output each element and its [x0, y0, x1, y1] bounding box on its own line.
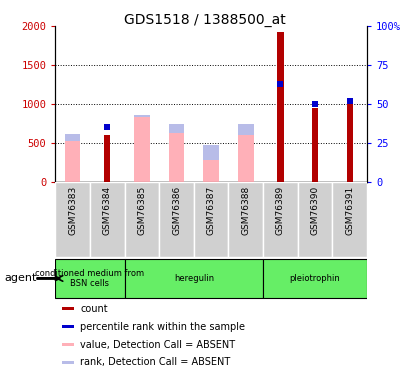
Text: agent: agent — [4, 273, 36, 284]
Bar — [61, 343, 74, 346]
Bar — [263, 182, 297, 257]
Bar — [332, 182, 366, 257]
Text: GSM76391: GSM76391 — [344, 186, 353, 235]
FancyBboxPatch shape — [124, 259, 263, 298]
Text: GDS1518 / 1388500_at: GDS1518 / 1388500_at — [124, 13, 285, 27]
Bar — [297, 182, 332, 257]
Text: conditioned medium from
BSN cells: conditioned medium from BSN cells — [35, 269, 144, 288]
Bar — [55, 182, 90, 257]
Text: GSM76390: GSM76390 — [310, 186, 319, 235]
Bar — [104, 135, 110, 182]
Bar — [61, 308, 74, 310]
Bar — [237, 124, 253, 182]
Bar — [346, 103, 352, 182]
Bar — [124, 182, 159, 257]
Bar — [159, 182, 193, 257]
FancyBboxPatch shape — [263, 259, 366, 298]
Text: value, Detection Call = ABSENT: value, Detection Call = ABSENT — [80, 339, 235, 350]
Bar — [193, 182, 228, 257]
Bar — [61, 325, 74, 328]
Bar — [311, 108, 317, 182]
Text: GSM76387: GSM76387 — [206, 186, 215, 235]
Bar — [134, 115, 149, 182]
Text: GSM76385: GSM76385 — [137, 186, 146, 235]
Text: GSM76389: GSM76389 — [275, 186, 284, 235]
Bar — [61, 361, 74, 364]
Text: pleiotrophin: pleiotrophin — [289, 274, 339, 283]
Bar — [276, 33, 283, 182]
Text: GSM76383: GSM76383 — [68, 186, 77, 235]
Text: GSM76386: GSM76386 — [172, 186, 181, 235]
Text: percentile rank within the sample: percentile rank within the sample — [80, 322, 245, 332]
Text: GSM76384: GSM76384 — [103, 186, 112, 235]
FancyBboxPatch shape — [55, 259, 124, 298]
Text: GSM76388: GSM76388 — [240, 186, 249, 235]
Text: heregulin: heregulin — [173, 274, 213, 283]
Bar — [228, 182, 263, 257]
Bar — [134, 117, 149, 182]
Bar — [169, 124, 184, 182]
Bar — [65, 141, 80, 182]
Bar — [203, 144, 218, 182]
Text: rank, Detection Call = ABSENT: rank, Detection Call = ABSENT — [80, 357, 230, 368]
Bar — [203, 160, 218, 182]
Bar — [237, 135, 253, 182]
Bar — [90, 182, 124, 257]
Bar — [169, 133, 184, 182]
Bar — [65, 134, 80, 182]
Text: count: count — [80, 304, 108, 314]
